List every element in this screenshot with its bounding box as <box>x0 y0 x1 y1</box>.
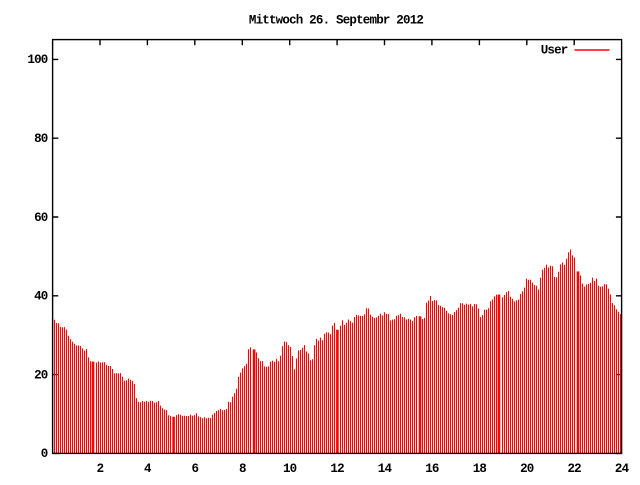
svg-text:User: User <box>541 44 568 58</box>
svg-text:18: 18 <box>473 462 487 476</box>
svg-text:20: 20 <box>520 462 534 476</box>
svg-text:6: 6 <box>191 462 198 476</box>
svg-text:60: 60 <box>34 211 48 225</box>
svg-text:20: 20 <box>34 368 48 382</box>
svg-text:16: 16 <box>425 462 439 476</box>
svg-text:0: 0 <box>41 447 48 461</box>
svg-text:40: 40 <box>34 290 48 304</box>
svg-text:12: 12 <box>330 462 344 476</box>
svg-text:10: 10 <box>283 462 297 476</box>
svg-text:24: 24 <box>615 462 630 476</box>
svg-text:8: 8 <box>239 462 246 476</box>
svg-text:2: 2 <box>97 462 104 476</box>
svg-text:14: 14 <box>378 462 393 476</box>
svg-text:22: 22 <box>567 462 581 476</box>
svg-text:4: 4 <box>144 462 152 476</box>
svg-text:100: 100 <box>27 53 47 67</box>
svg-text:Mittwoch 26. Septembr 2012: Mittwoch 26. Septembr 2012 <box>249 14 424 28</box>
svg-text:80: 80 <box>34 132 48 146</box>
